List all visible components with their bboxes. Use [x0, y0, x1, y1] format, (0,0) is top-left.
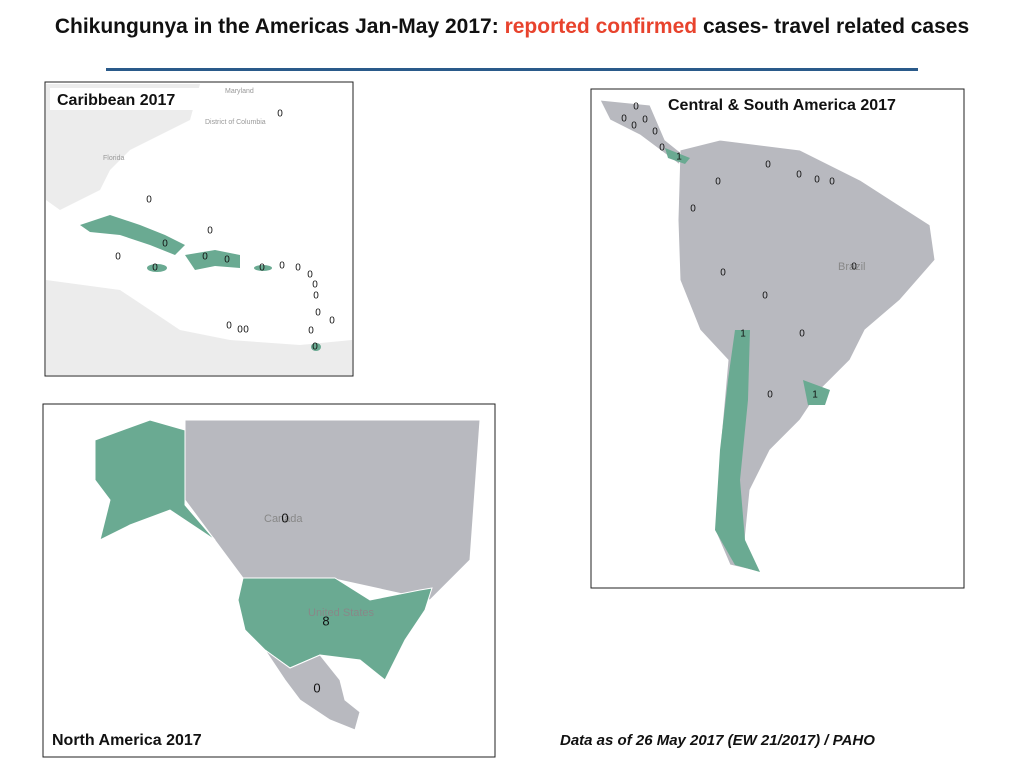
case-count: 1 — [812, 390, 818, 401]
title-backdrop — [50, 88, 202, 110]
case-count: 0 — [659, 143, 665, 154]
case-count: 0 — [295, 263, 301, 274]
place-label: United States — [308, 607, 375, 619]
case-count: 0 — [690, 204, 696, 215]
region-highlight — [185, 250, 240, 270]
case-count: 0 — [243, 325, 249, 336]
case-count: 0 — [312, 280, 318, 291]
case-count: 0 — [767, 390, 773, 401]
south-america-map: Brazil Central & South America 2017 — [590, 88, 965, 589]
case-count: 0 — [814, 175, 820, 186]
region-highlight — [94, 419, 216, 541]
place-label: Brazil — [838, 261, 866, 273]
region-highlight — [803, 380, 830, 405]
title-text: Chikungunya in the Americas Jan-May 2017… — [54, 15, 499, 38]
case-count: 0 — [259, 263, 265, 274]
case-count: 0 — [277, 109, 283, 120]
place-label: Maryland — [225, 88, 254, 95]
case-count: 0 — [162, 239, 168, 250]
case-count: 0 — [642, 115, 648, 126]
case-count: 0 — [313, 680, 320, 695]
region-highlight — [715, 330, 760, 572]
case-count: 0 — [829, 177, 835, 188]
case-count: 0 — [796, 170, 802, 181]
title-highlight: reported confirmed — [504, 15, 698, 38]
place-label: Florida — [103, 155, 125, 162]
case-count: 0 — [115, 252, 121, 263]
place-label: Canada — [264, 513, 303, 525]
region-highlight — [311, 343, 321, 351]
panel-title: North America 2017 — [52, 732, 202, 749]
case-count: 0 — [237, 325, 243, 336]
slide-title: Chikungunya in the Americas Jan-May 2017… — [20, 14, 1004, 40]
case-count: 0 — [202, 252, 208, 263]
title-text: cases- travel related cases — [702, 15, 970, 38]
case-count: 0 — [851, 262, 857, 273]
caribbean-map: Maryland District of Columbia Florida Ca… — [44, 81, 354, 377]
land — [46, 280, 352, 375]
region-highlight — [665, 148, 690, 164]
case-count: 0 — [652, 127, 658, 138]
case-count: 0 — [279, 261, 285, 272]
region-highlight — [237, 577, 433, 681]
title-rule — [106, 68, 918, 71]
case-count: 0 — [308, 326, 314, 337]
case-count: 0 — [307, 270, 313, 281]
case-count: 8 — [322, 613, 329, 628]
region-highlight — [80, 215, 185, 255]
case-count: 0 — [224, 255, 230, 266]
case-count: 0 — [631, 121, 637, 132]
case-count: 0 — [226, 321, 232, 332]
panel-title: Central & South America 2017 — [668, 97, 896, 114]
case-count: 0 — [715, 177, 721, 188]
region-highlight — [147, 264, 167, 272]
land — [677, 139, 936, 573]
place-label: District of Columbia — [205, 119, 266, 126]
case-count: 0 — [633, 102, 639, 113]
case-count: 0 — [312, 342, 318, 353]
case-count: 0 — [799, 329, 805, 340]
case-count: 0 — [152, 263, 158, 274]
case-count: 0 — [281, 510, 288, 525]
case-count: 1 — [740, 329, 746, 340]
case-count: 0 — [313, 291, 319, 302]
case-count: 0 — [315, 308, 321, 319]
case-count: 0 — [621, 114, 627, 125]
land — [46, 84, 200, 210]
panel-title: Caribbean 2017 — [57, 92, 175, 109]
source-note: Data as of 26 May 2017 (EW 21/2017) / PA… — [560, 732, 875, 749]
case-count: 1 — [676, 152, 682, 163]
case-count: 0 — [329, 316, 335, 327]
north-america-map: Canada United States North America 2017 — [42, 403, 496, 758]
case-count: 0 — [762, 291, 768, 302]
land — [184, 419, 481, 601]
case-count: 0 — [146, 195, 152, 206]
case-count: 0 — [765, 160, 771, 171]
land — [264, 649, 361, 731]
case-count: 0 — [207, 226, 213, 237]
case-count: 0 — [720, 268, 726, 279]
region-highlight — [254, 265, 272, 271]
